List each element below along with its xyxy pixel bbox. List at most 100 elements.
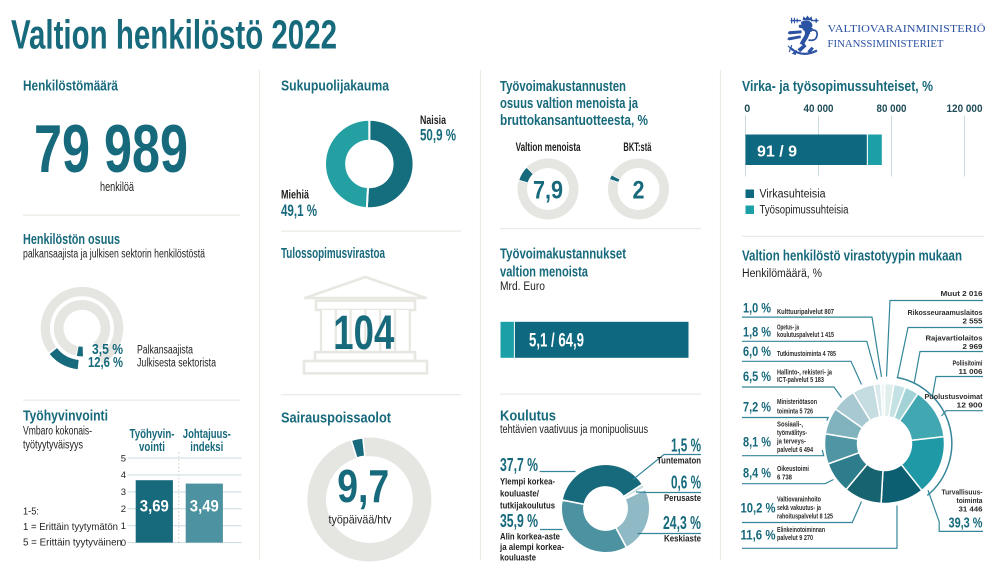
svg-text:4: 4 bbox=[121, 470, 126, 481]
svg-text:Hallinto-, rekisteri- ja: Hallinto-, rekisteri- ja bbox=[777, 368, 833, 377]
svg-text:39,3 %: 39,3 % bbox=[949, 516, 983, 532]
svg-text:37,7 %: 37,7 % bbox=[500, 455, 538, 475]
svg-text:tutkijakoulutus: tutkijakoulutus bbox=[500, 501, 555, 512]
svg-text:bruttokansantuotteesta, %: bruttokansantuotteesta, % bbox=[500, 112, 648, 129]
svg-text:Työsopimussuhteisia: Työsopimussuhteisia bbox=[760, 205, 850, 217]
svg-text:1,5 %: 1,5 % bbox=[671, 436, 701, 456]
svg-text:Ylempi korkea-: Ylempi korkea- bbox=[500, 477, 555, 488]
svg-text:Poliisitoimi: Poliisitoimi bbox=[953, 359, 983, 368]
svg-text:7,9: 7,9 bbox=[533, 177, 563, 205]
svg-text:Muut 2 016: Muut 2 016 bbox=[941, 289, 983, 298]
svg-text:11,6 %: 11,6 % bbox=[741, 527, 776, 542]
svg-text:rahoituspalvelut 8 125: rahoituspalvelut 8 125 bbox=[777, 512, 834, 521]
svg-text:3,69: 3,69 bbox=[140, 498, 169, 516]
svg-text:Koulutus: Koulutus bbox=[500, 409, 556, 425]
svg-text:104: 104 bbox=[333, 307, 394, 360]
svg-text:kouluaste: kouluaste bbox=[500, 553, 536, 564]
svg-text:Ministeriötason: Ministeriötason bbox=[777, 397, 817, 406]
svg-text:Henkilöstömäärä: Henkilöstömäärä bbox=[23, 79, 119, 95]
svg-text:Tuntematon: Tuntematon bbox=[657, 456, 701, 467]
svg-text:Rikosseuraamuslaitos: Rikosseuraamuslaitos bbox=[908, 308, 983, 317]
svg-text:3,5 %: 3,5 % bbox=[92, 342, 123, 358]
svg-text:2 555: 2 555 bbox=[963, 317, 984, 326]
svg-text:ICT-palvelut 5 183: ICT-palvelut 5 183 bbox=[777, 375, 824, 384]
svg-text:Naisia: Naisia bbox=[420, 113, 446, 127]
svg-text:10,2 %: 10,2 % bbox=[741, 500, 776, 515]
svg-text:ja alempi korkea-: ja alempi korkea- bbox=[499, 542, 564, 553]
svg-text:6,5 %: 6,5 % bbox=[743, 369, 771, 384]
svg-text:Keskiaste: Keskiaste bbox=[664, 534, 701, 545]
svg-text:Työvoimakustannukset: Työvoimakustannukset bbox=[500, 246, 626, 263]
svg-text:VALTIOVARAINMINISTERIÖ: VALTIOVARAINMINISTERIÖ bbox=[828, 23, 986, 35]
svg-text:Turvallisuus-: Turvallisuus- bbox=[942, 488, 983, 497]
svg-text:Julkisesta sektorista: Julkisesta sektorista bbox=[137, 358, 216, 370]
svg-text:3,49: 3,49 bbox=[190, 498, 219, 516]
svg-text:Elinkeinotoiminnan: Elinkeinotoiminnan bbox=[777, 525, 825, 534]
svg-text:24,3 %: 24,3 % bbox=[663, 513, 701, 533]
svg-text:Sosiaali-,: Sosiaali-, bbox=[777, 420, 803, 429]
svg-text:BKT:stä: BKT:stä bbox=[623, 142, 651, 154]
svg-text:tehtävien vaativuus ja monipuo: tehtävien vaativuus ja monipuolisuus bbox=[500, 424, 648, 436]
svg-text:1,8 %: 1,8 % bbox=[743, 325, 771, 340]
svg-text:osuus valtion menoista ja: osuus valtion menoista ja bbox=[500, 95, 638, 112]
svg-text:2 969: 2 969 bbox=[963, 342, 983, 351]
svg-text:6,0 %: 6,0 % bbox=[743, 344, 771, 359]
svg-text:Työhyvin-: Työhyvin- bbox=[130, 427, 175, 441]
svg-text:1: 1 bbox=[121, 521, 126, 532]
svg-text:79 989: 79 989 bbox=[34, 111, 188, 187]
svg-text:12 900: 12 900 bbox=[957, 400, 983, 409]
svg-text:80 000: 80 000 bbox=[877, 103, 907, 115]
svg-text:12,6 %: 12,6 % bbox=[88, 355, 123, 371]
svg-text:Tutkimustoiminta 4 785: Tutkimustoiminta 4 785 bbox=[777, 349, 836, 358]
svg-text:91 / 9: 91 / 9 bbox=[757, 144, 797, 161]
svg-text:Johtajuus-: Johtajuus- bbox=[183, 427, 231, 441]
svg-text:valtion menoista: valtion menoista bbox=[500, 264, 588, 281]
svg-text:Työvoimakustannusten: Työvoimakustannusten bbox=[500, 78, 626, 95]
svg-text:palvelut 9 270: palvelut 9 270 bbox=[777, 533, 813, 542]
svg-text:työtyytyväisyys: työtyytyväisyys bbox=[23, 440, 83, 452]
svg-text:indeksi: indeksi bbox=[190, 440, 223, 454]
svg-text:työpäivää/htv: työpäivää/htv bbox=[329, 513, 392, 527]
svg-text:1,0 %: 1,0 % bbox=[743, 301, 771, 316]
svg-text:koulutuspalvelut 1 415: koulutuspalvelut 1 415 bbox=[777, 330, 835, 339]
svg-text:Puolustusvoimat: Puolustusvoimat bbox=[925, 392, 983, 401]
svg-text:vointi: vointi bbox=[139, 440, 165, 454]
svg-text:120 000: 120 000 bbox=[947, 103, 983, 115]
svg-text:henkilöä: henkilöä bbox=[100, 180, 134, 194]
svg-text:50,9 %: 50,9 % bbox=[420, 127, 456, 145]
svg-text:Henkilömäärä, %: Henkilömäärä, % bbox=[742, 268, 822, 280]
svg-text:Rajavartiolaitos: Rajavartiolaitos bbox=[926, 334, 983, 343]
svg-text:0: 0 bbox=[121, 538, 126, 549]
svg-text:toiminta: toiminta bbox=[957, 496, 984, 505]
svg-text:2: 2 bbox=[633, 177, 645, 205]
svg-text:Valtion henkilöstö virastotyyp: Valtion henkilöstö virastotyypin mukaan bbox=[742, 248, 962, 265]
svg-text:0: 0 bbox=[744, 103, 750, 115]
svg-text:Tulossopimusvirastoa: Tulossopimusvirastoa bbox=[281, 246, 386, 262]
svg-text:toiminta 5 726: toiminta 5 726 bbox=[777, 407, 813, 416]
svg-text:6 738: 6 738 bbox=[777, 473, 793, 482]
svg-text:Palkansaajista: Palkansaajista bbox=[137, 345, 193, 357]
svg-text:8,4 %: 8,4 % bbox=[743, 466, 771, 481]
svg-text:Opetus- ja: Opetus- ja bbox=[777, 323, 799, 332]
svg-text:35,9 %: 35,9 % bbox=[500, 511, 538, 531]
svg-text:Kulttuuripalvelut 807: Kulttuuripalvelut 807 bbox=[777, 307, 834, 316]
svg-text:FINANSSIMINISTERIET: FINANSSIMINISTERIET bbox=[828, 38, 944, 50]
svg-text:9,7: 9,7 bbox=[337, 460, 389, 512]
svg-text:Sairauspoissaolot: Sairauspoissaolot bbox=[281, 411, 391, 427]
svg-text:Valtion henkilöstö 2022: Valtion henkilöstö 2022 bbox=[11, 12, 337, 58]
svg-text:1-5:: 1-5: bbox=[23, 506, 39, 518]
svg-text:kouluaste/: kouluaste/ bbox=[500, 489, 539, 500]
svg-text:Oikeustoimi: Oikeustoimi bbox=[777, 464, 809, 473]
svg-text:Valtiovarainhoito: Valtiovarainhoito bbox=[777, 495, 821, 504]
svg-text:49,1 %: 49,1 % bbox=[281, 202, 317, 220]
svg-text:Työhyvinvointi: Työhyvinvointi bbox=[23, 409, 108, 425]
svg-text:Virkasuhteisia: Virkasuhteisia bbox=[760, 189, 827, 201]
svg-text:1 = Erittäin tyytymätön: 1 = Erittäin tyytymätön bbox=[23, 521, 118, 533]
svg-text:8,1 %: 8,1 % bbox=[743, 435, 771, 450]
svg-text:ja terveys-: ja terveys- bbox=[776, 436, 806, 445]
svg-text:Henkilöstön osuus: Henkilöstön osuus bbox=[23, 232, 120, 248]
svg-text:Miehiä: Miehiä bbox=[281, 188, 309, 202]
svg-text:2: 2 bbox=[121, 504, 126, 515]
svg-text:5 = Erittäin tyytyväinen: 5 = Erittäin tyytyväinen bbox=[23, 537, 122, 549]
svg-text:0,6 %: 0,6 % bbox=[671, 473, 701, 493]
